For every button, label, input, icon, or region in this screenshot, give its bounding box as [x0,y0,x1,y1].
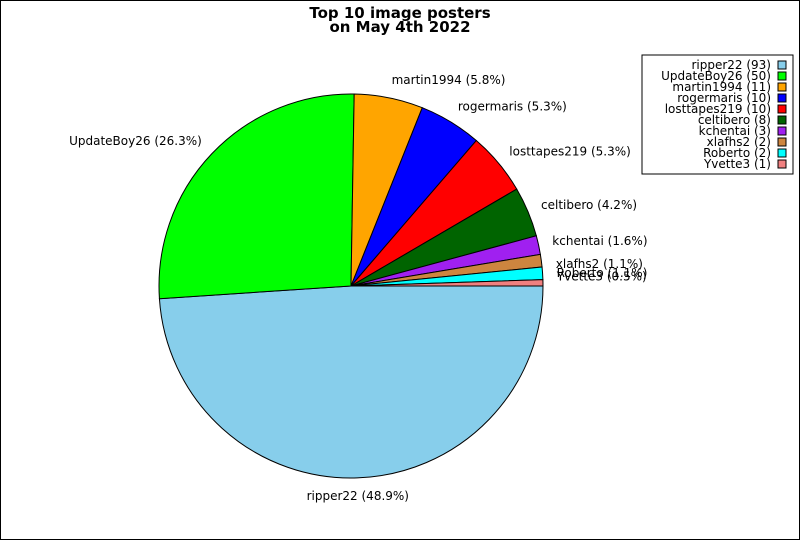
legend-swatch-rogermaris [777,93,787,103]
slice-label-losttapes219: losttapes219 (5.3%) [509,145,631,159]
legend-label-roberto: Roberto (2) [703,146,771,160]
legend-swatch-xlafhs2 [777,137,787,147]
legend-swatch-celtibero [777,115,787,125]
slice-label-roberto: Roberto (1.1%) [557,266,648,280]
legend-label-rogermaris: rogermaris (10) [677,91,771,105]
slice-label-updateboy26: UpdateBoy26 (26.3%) [69,134,202,148]
slice-label-yvette3: Yvette3 (0.5%) [556,270,647,284]
legend-swatch-updateboy26 [777,71,787,81]
slice-label-ripper22: ripper22 (48.9%) [307,489,409,503]
pie-slices [158,93,544,479]
pie-slice-updateboy26 [158,93,355,300]
legend-swatch-ripper22 [777,60,787,70]
pie-slice-yvette3 [350,279,544,287]
chart-title-line-1: Top 10 image posters [309,4,490,22]
legend-swatch-losttapes219 [777,104,787,114]
slice-label-kchentai: kchentai (1.6%) [552,234,647,248]
legend-label-ripper22: ripper22 (93) [691,58,771,72]
legend-label-xlafhs2: xlafhs2 (2) [707,135,771,149]
legend-box [641,54,794,175]
slice-label-martin1994: martin1994 (5.8%) [392,73,506,87]
pie-slice-ripper22 [158,285,544,479]
legend-swatch-martin1994 [777,82,787,92]
pie-slice-labels: ripper22 (48.9%) UpdateBoy26 (26.3%) marti… [69,73,647,503]
legend-label-kchentai: kchentai (3) [699,124,771,138]
chart-title-line-2: on May 4th 2022 [329,18,470,36]
legend-label-updateboy26: UpdateBoy26 (50) [661,69,771,83]
slice-label-xlafhs2: xlafhs2 (1.1%) [556,257,643,271]
slice-label-celtibero: celtibero (4.2%) [541,198,637,212]
slice-label-rogermaris: rogermaris (5.3%) [458,100,567,114]
legend-swatch-yvette3 [777,159,787,169]
legend-label-celtibero: celtibero (8) [698,113,771,127]
legend-label-martin1994: martin1994 (11) [672,80,771,94]
legend-swatch-kchentai [777,126,787,136]
legend-swatch-roberto [777,148,787,158]
legend-label-yvette3: Yvette3 (1) [703,157,771,171]
legend: ripper22 (93)UpdateBoy26 (50)martin1994 … [641,54,794,175]
legend-label-losttapes219: losttapes219 (10) [665,102,771,116]
